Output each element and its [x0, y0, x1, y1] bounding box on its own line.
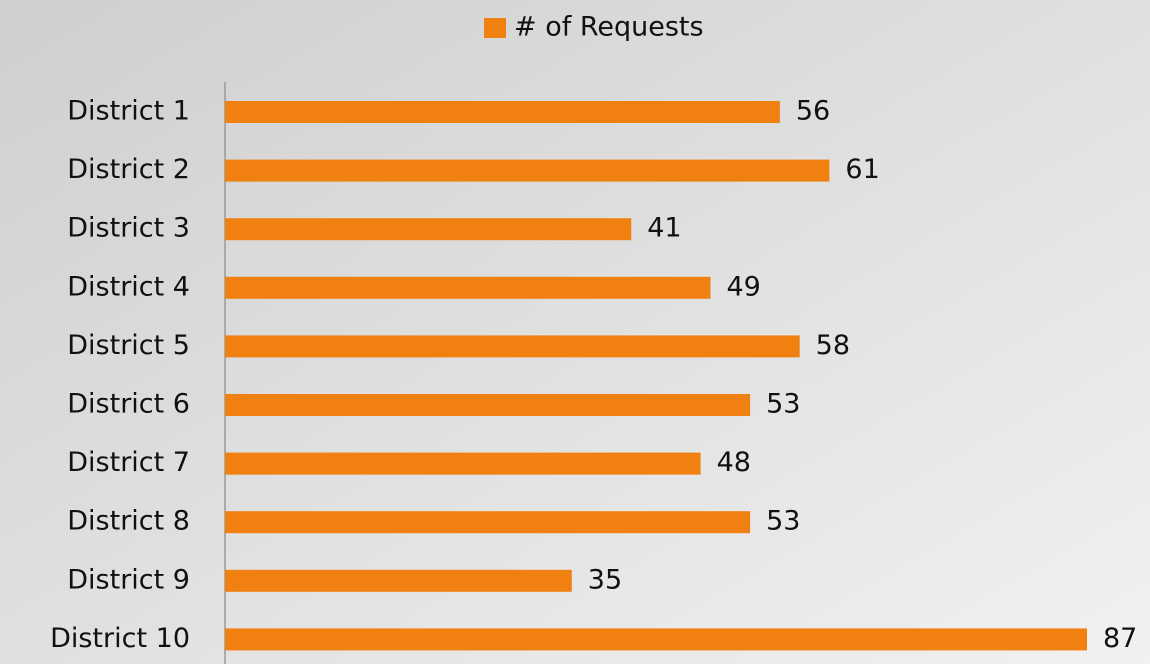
y-tick-label: District 3	[67, 213, 190, 244]
bar	[225, 628, 1087, 651]
data-label: 35	[588, 564, 622, 595]
y-tick-label: District 2	[67, 154, 190, 185]
bar	[225, 569, 572, 592]
data-label: 53	[766, 506, 800, 537]
data-label: 53	[766, 389, 800, 420]
bar	[225, 452, 701, 475]
data-label: 41	[647, 213, 681, 244]
y-tick-label: District 10	[50, 623, 190, 654]
data-label: 87	[1103, 623, 1137, 654]
y-tick-label: District 5	[67, 330, 190, 361]
data-label: 58	[816, 330, 850, 361]
y-tick-label: District 1	[67, 96, 190, 127]
data-label: 56	[796, 96, 830, 127]
y-tick-label: District 6	[67, 389, 190, 420]
bar	[225, 159, 830, 182]
data-label: 61	[845, 154, 879, 185]
y-tick-label: District 8	[67, 506, 190, 537]
bar	[225, 511, 751, 534]
bar	[225, 101, 780, 123]
y-tick-label: District 7	[67, 447, 190, 478]
bar	[225, 394, 751, 416]
bar	[225, 276, 711, 299]
legend-swatch	[484, 18, 506, 38]
y-tick-label: District 9	[67, 564, 190, 595]
bar	[225, 335, 800, 358]
y-tick-label: District 4	[67, 271, 190, 302]
bar	[225, 218, 632, 241]
legend-label: # of Requests	[514, 12, 704, 43]
data-label: 48	[717, 447, 751, 478]
data-label: 49	[726, 271, 760, 302]
